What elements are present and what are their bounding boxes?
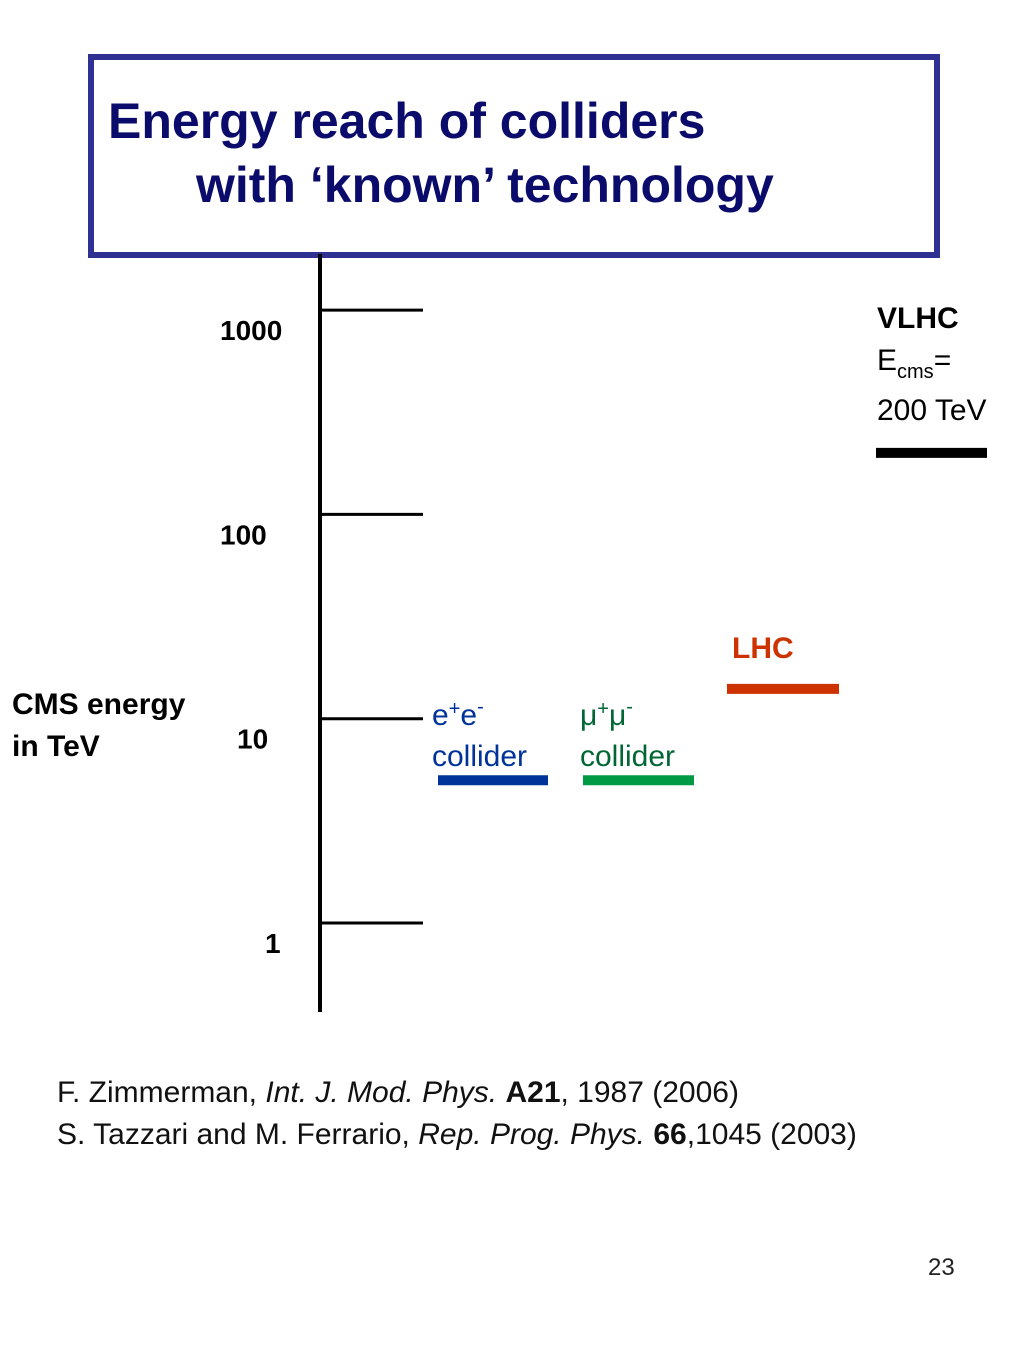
vlhc-energy-value: 200 TeV — [877, 394, 987, 427]
y-tick-label-100: 100 — [220, 519, 267, 550]
references: F. Zimmerman, Int. J. Mod. Phys. A21, 19… — [57, 1072, 857, 1156]
title-box — [88, 54, 940, 258]
lhc-label: LHC — [732, 632, 794, 665]
title-line-2: with ‘known’ technology — [196, 157, 774, 213]
ee-label: e+e- — [432, 696, 484, 732]
reference-1: F. Zimmerman, Int. J. Mod. Phys. A21, 19… — [57, 1076, 739, 1109]
vlhc-label: VLHC — [877, 302, 959, 335]
y-axis-label-line2: in TeV — [12, 730, 100, 763]
ee-label-line2: collider — [432, 740, 527, 773]
y-tick-label-10: 10 — [237, 724, 268, 755]
y-tick-label-1: 1 — [265, 928, 281, 959]
mumu-label-line2: collider — [580, 740, 675, 773]
y-axis-label-line1: CMS energy — [12, 688, 186, 721]
title-line-1: Energy reach of colliders — [108, 93, 706, 149]
mumu-label: μ+μ- — [580, 696, 633, 732]
y-tick-label-1000: 1000 — [220, 315, 282, 346]
page-number: 23 — [928, 1254, 955, 1281]
vlhc-energy-label: Ecms= — [877, 344, 951, 383]
reference-2: S. Tazzari and M. Ferrario, Rep. Prog. P… — [57, 1118, 857, 1151]
y-ticks: 1 10 100 1000 — [220, 308, 423, 959]
